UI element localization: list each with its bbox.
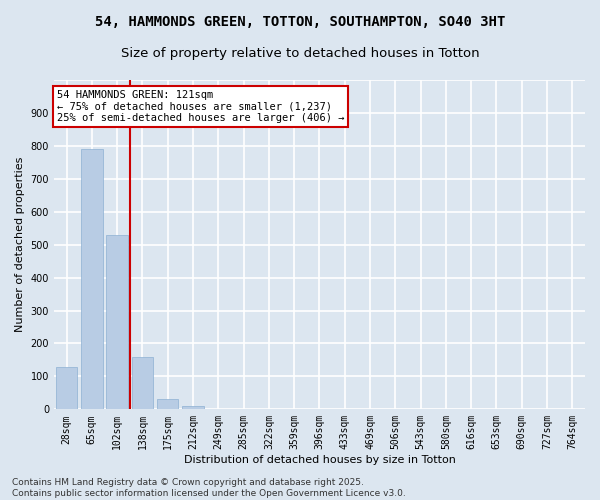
Bar [81,149,103,409]
X-axis label: Distribution of detached houses by size in Totton: Distribution of detached houses by size … [184,455,455,465]
Text: Contains HM Land Registry data © Crown copyright and database right 2025.
Contai: Contains HM Land Registry data © Crown c… [12,478,406,498]
Bar [157,400,178,409]
Y-axis label: Number of detached properties: Number of detached properties [15,157,25,332]
Text: 54, HAMMONDS GREEN, TOTTON, SOUTHAMPTON, SO40 3HT: 54, HAMMONDS GREEN, TOTTON, SOUTHAMPTON,… [95,15,505,29]
Bar [56,366,77,410]
Text: 54 HAMMONDS GREEN: 121sqm
← 75% of detached houses are smaller (1,237)
25% of se: 54 HAMMONDS GREEN: 121sqm ← 75% of detac… [56,90,344,123]
Bar [131,356,153,410]
Bar [182,406,204,409]
Bar [106,235,128,410]
Text: Size of property relative to detached houses in Totton: Size of property relative to detached ho… [121,48,479,60]
